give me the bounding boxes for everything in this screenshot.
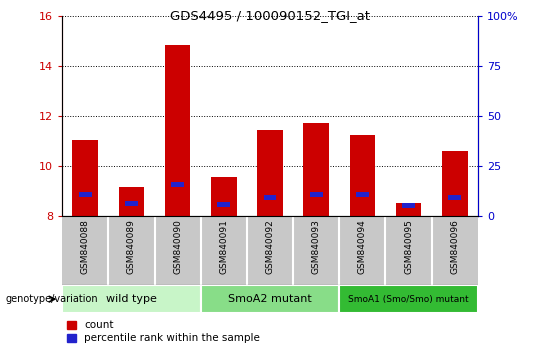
Text: SmoA2 mutant: SmoA2 mutant xyxy=(228,294,312,304)
Bar xyxy=(125,201,138,206)
Text: GSM840092: GSM840092 xyxy=(266,219,274,274)
Legend: count, percentile rank within the sample: count, percentile rank within the sample xyxy=(68,320,260,343)
Bar xyxy=(442,151,468,216)
Bar xyxy=(62,285,201,313)
Bar xyxy=(339,285,478,313)
Bar xyxy=(396,204,421,216)
Text: GSM840091: GSM840091 xyxy=(219,219,228,274)
Text: GSM840088: GSM840088 xyxy=(80,219,90,274)
Text: GSM840096: GSM840096 xyxy=(450,219,460,274)
Text: genotype/variation: genotype/variation xyxy=(5,294,98,304)
Bar xyxy=(448,195,461,200)
Text: wild type: wild type xyxy=(106,294,157,304)
Text: GSM840094: GSM840094 xyxy=(358,219,367,274)
Bar xyxy=(350,135,375,216)
Bar xyxy=(218,202,230,207)
Text: GSM840093: GSM840093 xyxy=(312,219,321,274)
Bar xyxy=(119,187,144,216)
Text: GSM840090: GSM840090 xyxy=(173,219,182,274)
Bar xyxy=(201,285,339,313)
Text: GSM840089: GSM840089 xyxy=(127,219,136,274)
Bar xyxy=(303,124,329,216)
Text: SmoA1 (Smo/Smo) mutant: SmoA1 (Smo/Smo) mutant xyxy=(348,295,469,304)
Text: GDS4495 / 100090152_TGI_at: GDS4495 / 100090152_TGI_at xyxy=(170,9,370,22)
Text: GSM840095: GSM840095 xyxy=(404,219,413,274)
Bar xyxy=(257,130,283,216)
Bar xyxy=(356,192,369,197)
Bar xyxy=(211,177,237,216)
Bar xyxy=(165,45,190,216)
Bar xyxy=(264,195,276,200)
Bar xyxy=(310,192,322,197)
Bar xyxy=(171,182,184,187)
Bar xyxy=(72,140,98,216)
Bar xyxy=(402,204,415,209)
Bar xyxy=(79,192,92,197)
